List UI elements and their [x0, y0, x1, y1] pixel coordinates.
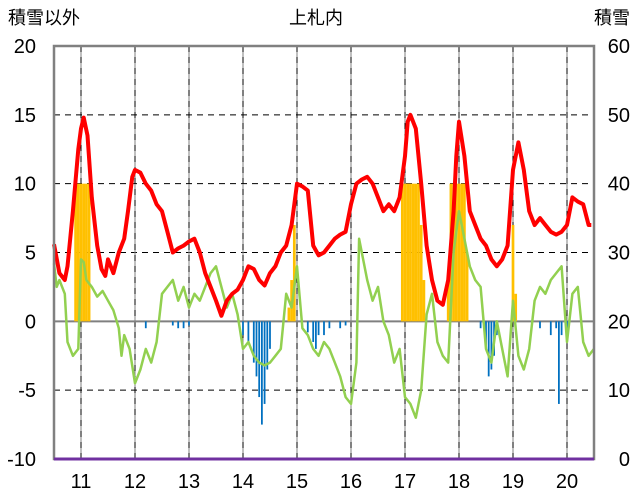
- orange-bar: [403, 183, 407, 322]
- x-tick-label: 13: [178, 471, 200, 493]
- blue-bar: [328, 321, 331, 329]
- x-tick-label: 19: [502, 471, 524, 493]
- blue-bar: [266, 321, 269, 370]
- y-right-tick-label: 40: [608, 174, 630, 196]
- blue-bar: [317, 321, 320, 336]
- orange-bar: [287, 307, 291, 322]
- y-left-tick-label: 10: [14, 174, 36, 196]
- y-left-tick-label: 0: [25, 311, 36, 333]
- blue-bar: [560, 321, 563, 336]
- orange-bar: [400, 183, 404, 322]
- blue-bar: [255, 321, 258, 377]
- blue-bar: [182, 321, 185, 329]
- x-tick-label: 15: [286, 471, 308, 493]
- y-right-tick-label: 60: [608, 36, 630, 58]
- y-right-tick-label: 10: [608, 380, 630, 402]
- orange-bar: [411, 183, 415, 322]
- orange-bar: [292, 224, 296, 322]
- blue-bar: [306, 321, 309, 333]
- blue-bar: [344, 321, 347, 326]
- y-left-tick-label: -10: [7, 449, 36, 471]
- blue-bar: [144, 321, 147, 329]
- orange-bar: [454, 183, 458, 322]
- orange-bar: [514, 293, 518, 322]
- orange-bar: [74, 183, 77, 322]
- chart-title: 上札内: [289, 8, 343, 28]
- blue-bar: [487, 321, 490, 377]
- orange-bar: [87, 183, 91, 322]
- blue-bar: [315, 321, 317, 349]
- orange-bar: [417, 183, 420, 322]
- blue-bar: [323, 321, 325, 336]
- orange-bar: [79, 183, 83, 322]
- blue-bar: [558, 321, 560, 404]
- x-tick-label: 17: [394, 471, 416, 493]
- orange-bar: [85, 183, 88, 322]
- orange-bar: [463, 183, 466, 322]
- blue-bar: [539, 321, 541, 329]
- blue-bar: [177, 321, 180, 329]
- y-right-tick-label: 30: [608, 243, 630, 265]
- blue-bar: [269, 321, 271, 349]
- blue-bar: [252, 321, 255, 363]
- blue-bar: [242, 321, 244, 336]
- orange-bar: [465, 252, 469, 322]
- x-tick-label: 16: [340, 471, 362, 493]
- orange-bar: [460, 183, 464, 322]
- x-tick-label: 18: [448, 471, 470, 493]
- x-tick-label: 14: [232, 471, 254, 493]
- orange-bar: [446, 280, 450, 322]
- y-left-tick-label: 5: [25, 243, 36, 265]
- red-line: [52, 112, 592, 318]
- blue-bar: [339, 321, 342, 329]
- y-left-tick-label: 20: [14, 36, 36, 58]
- y-right-axis-label: 積雪: [594, 8, 630, 28]
- y-right-tick-label: 20: [608, 311, 630, 333]
- blue-bar: [261, 321, 263, 425]
- y-right-tick-label: 0: [619, 449, 630, 471]
- orange-bar: [406, 183, 410, 322]
- plot-frame: [52, 44, 596, 461]
- orange-bar-series: [74, 183, 518, 322]
- x-tick-label: 20: [556, 471, 578, 493]
- blue-bar: [479, 321, 482, 329]
- y-right-tick-labels: 60 50 40 30 20 10 0: [608, 36, 630, 471]
- orange-bar: [82, 183, 86, 322]
- x-tick-label: 12: [124, 471, 146, 493]
- orange-bar: [422, 280, 426, 322]
- line-series: [52, 112, 595, 419]
- orange-bar: [457, 183, 461, 322]
- y-left-tick-label: 15: [14, 105, 36, 127]
- orange-bar: [76, 183, 80, 322]
- y-left-axis-label: 積雪以外: [8, 8, 80, 28]
- y-left-tick-label: -5: [18, 380, 36, 402]
- blue-bar: [171, 321, 174, 326]
- blue-bar: [258, 321, 261, 398]
- green-line: [52, 209, 595, 419]
- orange-bar: [414, 183, 418, 322]
- y-right-tick-label: 50: [608, 105, 630, 127]
- y-left-tick-labels: 20 15 10 5 0 -5 -10: [7, 36, 36, 471]
- blue-bar: [549, 321, 552, 336]
- blue-bar: [263, 321, 266, 404]
- blue-bar: [312, 321, 315, 342]
- orange-bar: [511, 224, 515, 322]
- orange-bar: [409, 183, 412, 322]
- blue-bar: [188, 321, 190, 326]
- blue-bar: [555, 321, 558, 329]
- x-tick-labels: 11 12 13 14 15 16 17 18 19 20: [71, 471, 579, 493]
- blue-bar: [490, 321, 493, 370]
- blue-bar: [247, 321, 250, 342]
- x-tick-label: 11: [71, 471, 92, 493]
- orange-bar: [419, 224, 423, 322]
